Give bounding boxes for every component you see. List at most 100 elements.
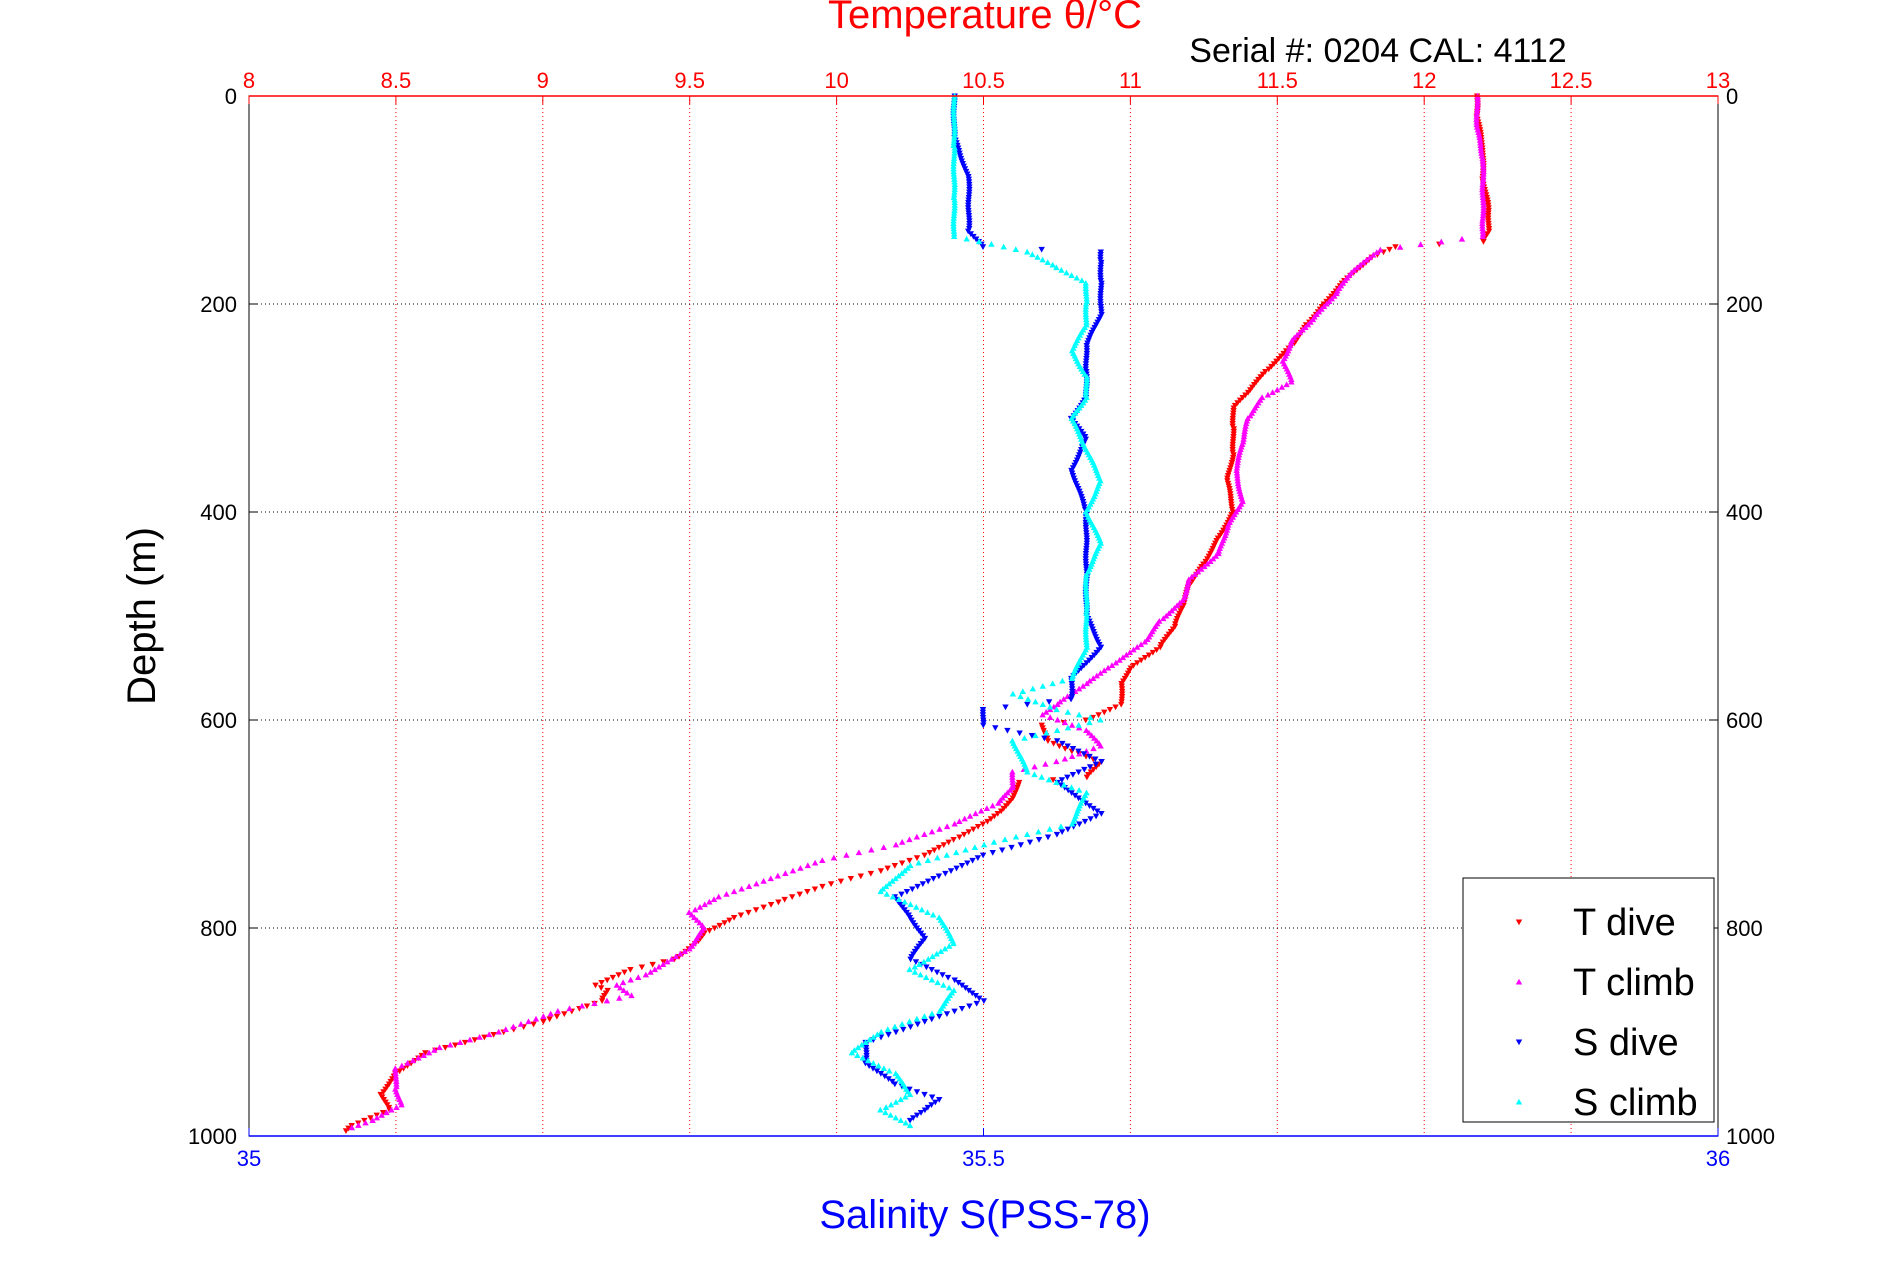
- data-point: [642, 971, 650, 978]
- data-point: [1137, 641, 1145, 648]
- data-point: [647, 969, 654, 975]
- data-point: [811, 859, 819, 866]
- data-point: [1049, 680, 1056, 687]
- data-point: [1080, 751, 1088, 757]
- data-point: [1396, 244, 1404, 250]
- data-point: [1041, 735, 1048, 742]
- data-point: [907, 956, 914, 963]
- data-point: [461, 1039, 469, 1046]
- data-point: [1168, 607, 1175, 614]
- data-point: [924, 857, 932, 863]
- data-point: [638, 964, 646, 971]
- data-point: [422, 1050, 429, 1056]
- data-point: [1059, 740, 1066, 747]
- data-point: [1233, 464, 1241, 471]
- data-point: [891, 1023, 899, 1030]
- data-point: [1068, 784, 1075, 791]
- data-point: [1149, 649, 1157, 656]
- data-point: [950, 100, 958, 107]
- legend-marker: [1515, 978, 1523, 985]
- data-point: [1153, 647, 1160, 653]
- data-point: [1087, 816, 1094, 822]
- data-point: [1198, 566, 1205, 572]
- data-point: [917, 1110, 925, 1116]
- data-point: [396, 1068, 403, 1075]
- data-point: [950, 212, 958, 219]
- data-point: [951, 95, 958, 102]
- data-point: [857, 873, 865, 880]
- data-point: [906, 1117, 914, 1124]
- legend-label: S dive: [1573, 1022, 1679, 1064]
- data-point: [921, 1019, 928, 1025]
- data-point: [1082, 290, 1090, 297]
- data-point: [1082, 386, 1090, 393]
- data-point: [1296, 329, 1304, 336]
- data-point: [895, 896, 903, 902]
- data-point: [1474, 105, 1481, 112]
- data-point: [1242, 423, 1249, 429]
- data-point: [726, 917, 733, 924]
- data-point: [1141, 638, 1149, 645]
- data-point: [906, 857, 913, 864]
- data-point: [745, 883, 753, 889]
- data-point: [737, 912, 745, 919]
- legend-marker: [1515, 919, 1523, 926]
- data-point: [1083, 641, 1090, 648]
- data-point: [388, 1106, 395, 1113]
- data-point: [1058, 267, 1065, 273]
- data-point: [1061, 755, 1069, 762]
- data-point: [1479, 233, 1486, 239]
- data-point: [989, 850, 996, 856]
- data-point: [1119, 654, 1127, 661]
- data-point: [1240, 433, 1248, 440]
- data-point: [1320, 303, 1328, 310]
- data-point: [1028, 733, 1036, 739]
- data-point: [760, 904, 767, 911]
- data-point: [1082, 300, 1090, 307]
- data-point: [672, 953, 680, 960]
- data-point: [943, 1011, 951, 1017]
- data-point: [1234, 472, 1241, 479]
- data-point: [615, 972, 622, 978]
- data-point: [1090, 675, 1097, 681]
- data-point: [922, 974, 930, 980]
- data-point: [1480, 173, 1487, 180]
- data-point: [1075, 685, 1083, 692]
- data-point: [554, 1008, 562, 1014]
- data-point: [854, 1052, 861, 1058]
- data-point: [950, 157, 958, 164]
- data-point: [1053, 758, 1060, 765]
- data-point: [447, 1041, 454, 1048]
- data-point: [1479, 189, 1486, 195]
- data-point: [1068, 722, 1076, 728]
- data-point: [591, 1000, 598, 1006]
- data-point: [1235, 485, 1243, 492]
- data-point: [760, 878, 767, 884]
- data-point: [897, 1117, 904, 1123]
- data-point: [923, 964, 930, 971]
- data-point: [1417, 241, 1424, 248]
- data-point: [1458, 235, 1466, 242]
- data-point: [819, 883, 826, 890]
- top-axis-tick-label: 10: [824, 68, 848, 93]
- data-point: [951, 121, 958, 128]
- data-point: [1201, 563, 1208, 570]
- data-point: [774, 872, 782, 879]
- data-point: [939, 972, 946, 978]
- data-point: [1083, 607, 1090, 614]
- data-point: [1045, 776, 1053, 783]
- data-point: [1035, 828, 1042, 835]
- data-point: [1053, 264, 1060, 271]
- data-point: [1064, 709, 1072, 715]
- data-point: [884, 865, 891, 872]
- data-point: [1235, 454, 1242, 460]
- data-point: [1353, 264, 1361, 271]
- data-point: [1042, 709, 1050, 715]
- data-point: [919, 881, 927, 887]
- data-point: [1479, 228, 1486, 234]
- data-point: [1160, 615, 1167, 622]
- data-point: [933, 969, 941, 976]
- data-point: [1060, 696, 1067, 702]
- bottom-axis-tick-label: 36: [1706, 1146, 1730, 1171]
- data-point: [950, 173, 958, 180]
